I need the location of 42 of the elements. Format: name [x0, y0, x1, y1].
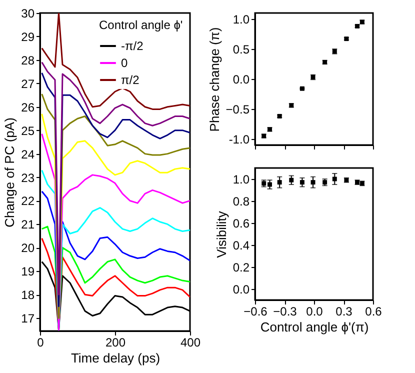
y-tick-label: 1.0	[232, 12, 250, 26]
x-axis-title: Time delay (ps)	[70, 350, 160, 366]
y-tick-label: 19	[21, 264, 35, 279]
y-tick-label: 0.0	[232, 282, 250, 296]
x-tick-label: −0.6	[244, 304, 268, 318]
x-tick-label: 400	[180, 336, 201, 350]
y-tick-label: 24	[21, 147, 35, 162]
x-tick-label: −0.3	[273, 304, 298, 318]
y-tick-label: 0.5	[232, 42, 250, 56]
y-axis-title: Phase change (π)	[206, 27, 222, 132]
x-tick-label: 0.3	[336, 304, 353, 318]
y-tick-label: 0.4	[232, 238, 250, 252]
y-tick-label: −0.5	[226, 102, 250, 116]
y-tick-label: 21	[21, 218, 35, 232]
y-tick-label: 1.0	[232, 172, 250, 186]
y-tick-label: 0.8	[232, 194, 250, 208]
y-tick-label: 18	[21, 288, 35, 302]
y-tick-label: 22	[21, 194, 35, 208]
y-tick-label: 27	[21, 76, 35, 91]
y-tick-label: 20	[21, 241, 35, 256]
y-tick-label: 23	[21, 170, 35, 185]
y-axis-title: Visibility	[214, 210, 229, 258]
y-tick-label: 0.6	[232, 216, 250, 230]
y-tick-label: 28	[21, 53, 35, 68]
x-tick-label: 0.0	[306, 304, 324, 318]
y-tick-label: 0.0	[232, 72, 250, 86]
legend-label: -π/2	[121, 39, 144, 53]
y-tick-label: 17	[21, 312, 35, 326]
y-tick-label: 0.2	[232, 260, 250, 274]
y-axis-title: Change of PC (pA)	[2, 118, 18, 228]
legend-label: 0	[121, 56, 128, 70]
y-tick-label: 25	[21, 124, 35, 138]
y-tick-label: -1.0	[228, 132, 250, 146]
x-tick-label: 0	[37, 336, 44, 350]
legend-label: π/2	[121, 73, 140, 87]
y-tick-label: 30	[21, 6, 35, 20]
legend-title: Control angle ϕ'	[99, 18, 183, 32]
y-tick-label: 29	[21, 30, 35, 44]
y-tick-label: 26	[21, 100, 35, 114]
x-axis-title: Control angle ϕ'(π)	[260, 320, 369, 334]
x-tick-label: 0.6	[365, 304, 382, 318]
x-tick-label: 200	[105, 336, 126, 350]
